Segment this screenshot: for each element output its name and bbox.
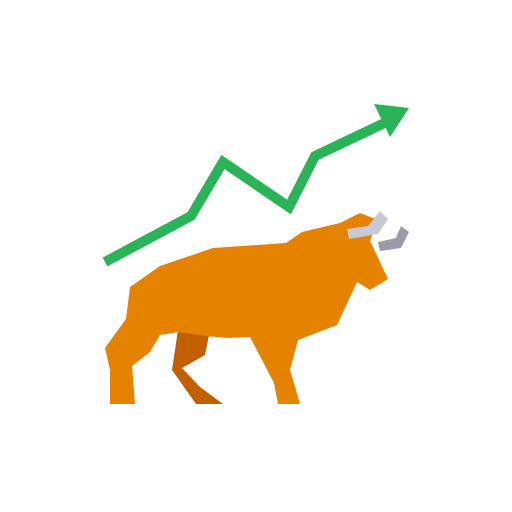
arrow-head bbox=[374, 104, 409, 137]
bull-body bbox=[105, 213, 388, 404]
uptrend-arrow-icon bbox=[102, 104, 409, 267]
bull-back-leg bbox=[172, 330, 223, 404]
bull-horn-back bbox=[378, 226, 409, 251]
bull-horn-front bbox=[347, 211, 388, 239]
bull-icon bbox=[105, 211, 409, 404]
trend-line bbox=[102, 113, 398, 267]
